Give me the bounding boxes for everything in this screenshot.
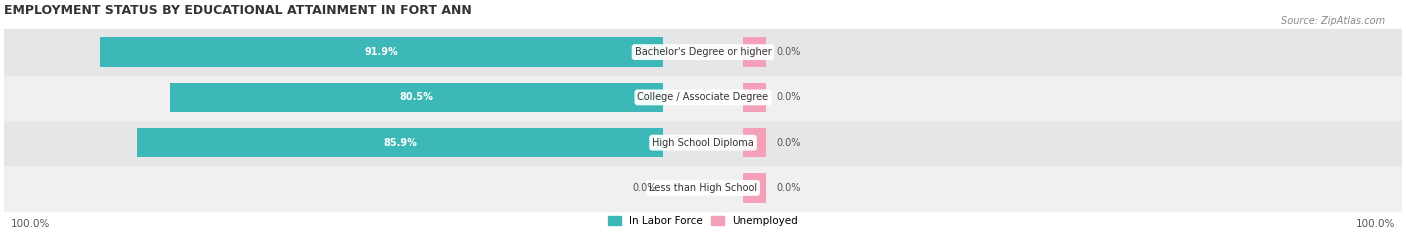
- Bar: [742, 173, 766, 203]
- Text: High School Diploma: High School Diploma: [652, 138, 754, 148]
- Text: College / Associate Degree: College / Associate Degree: [637, 93, 769, 102]
- Bar: [742, 38, 766, 67]
- Text: 0.0%: 0.0%: [776, 183, 800, 193]
- Text: 91.9%: 91.9%: [364, 47, 398, 57]
- Text: Bachelor's Degree or higher: Bachelor's Degree or higher: [634, 47, 772, 57]
- Text: EMPLOYMENT STATUS BY EDUCATIONAL ATTAINMENT IN FORT ANN: EMPLOYMENT STATUS BY EDUCATIONAL ATTAINM…: [4, 4, 472, 17]
- Bar: [170, 83, 664, 112]
- Text: 85.9%: 85.9%: [384, 138, 418, 148]
- Bar: [4, 30, 1402, 75]
- Bar: [4, 165, 1402, 211]
- Text: 80.5%: 80.5%: [399, 93, 433, 102]
- Text: 0.0%: 0.0%: [776, 47, 800, 57]
- Text: 100.0%: 100.0%: [11, 219, 51, 229]
- Text: Less than High School: Less than High School: [650, 183, 756, 193]
- Bar: [4, 75, 1402, 120]
- Legend: In Labor Force, Unemployed: In Labor Force, Unemployed: [605, 212, 801, 230]
- Bar: [742, 83, 766, 112]
- Text: Source: ZipAtlas.com: Source: ZipAtlas.com: [1281, 16, 1385, 26]
- Text: 0.0%: 0.0%: [776, 138, 800, 148]
- Bar: [138, 128, 664, 158]
- Text: 0.0%: 0.0%: [633, 183, 657, 193]
- Text: 100.0%: 100.0%: [1355, 219, 1395, 229]
- Bar: [100, 38, 664, 67]
- Bar: [4, 120, 1402, 165]
- Text: 0.0%: 0.0%: [776, 93, 800, 102]
- Bar: [742, 128, 766, 158]
